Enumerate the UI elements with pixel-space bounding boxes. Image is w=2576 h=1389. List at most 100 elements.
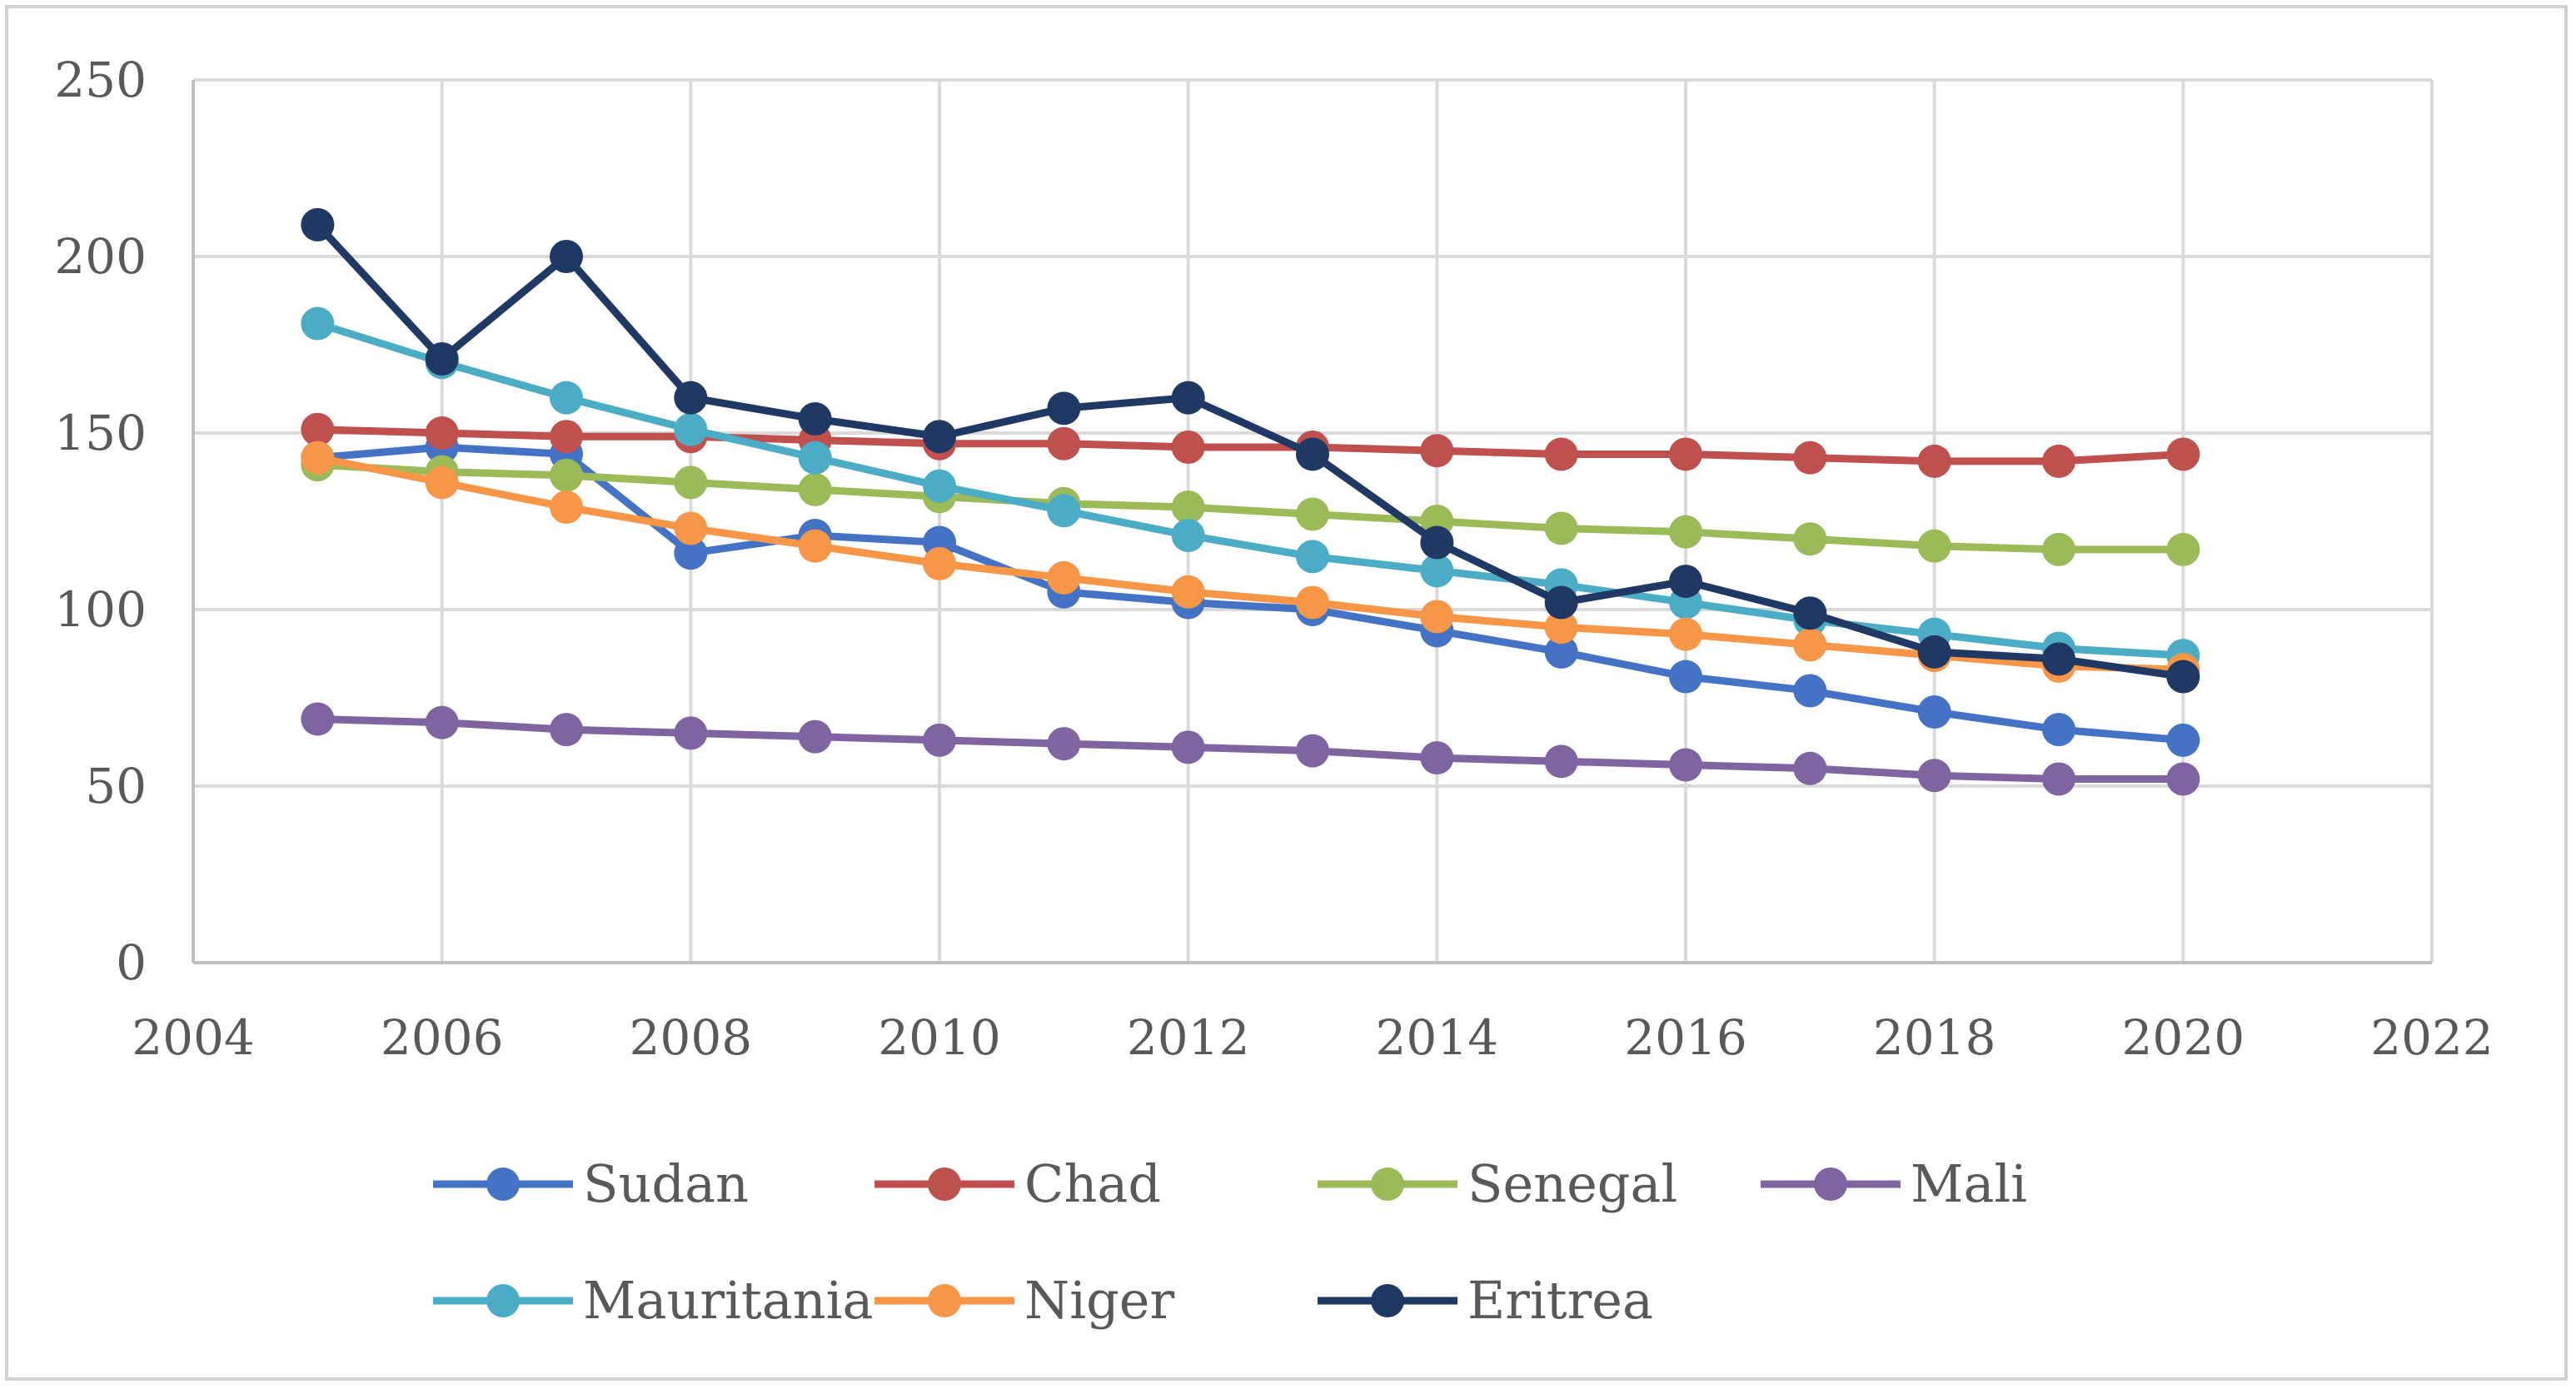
series-line-eritrea <box>313 221 2187 681</box>
data-point-eritrea <box>301 207 335 241</box>
legend-item-senegal: Senegal <box>1318 1153 1677 1214</box>
x-tick-label: 2012 <box>1127 1009 1250 1066</box>
legend-label-eritrea: Eritrea <box>1467 1270 1653 1331</box>
series-line-niger <box>313 454 2187 674</box>
data-point-mali <box>425 705 459 739</box>
data-point-sudan <box>1544 635 1578 669</box>
data-point-mali <box>1047 727 1081 761</box>
legend-item-eritrea: Eritrea <box>1318 1270 1653 1331</box>
data-point-chad <box>301 412 335 446</box>
data-point-senegal <box>1669 515 1702 549</box>
data-point-niger <box>1296 585 1329 620</box>
legend-marker-niger <box>928 1284 961 1317</box>
data-point-chad <box>1420 434 1454 468</box>
data-point-eritrea <box>425 341 459 376</box>
legend-item-mali: Mali <box>1761 1153 2027 1214</box>
series-layer <box>301 207 2200 796</box>
data-point-sudan <box>2042 713 2075 747</box>
data-point-mali <box>550 713 583 747</box>
series-mauritania <box>301 306 2200 673</box>
data-point-mali <box>1793 751 1827 785</box>
chart-frame: 0 50 100 150 200 250 2004 2006 2008 2010 2012 2014 2… <box>5 5 2568 1381</box>
data-point-senegal <box>1171 490 1205 525</box>
data-point-mauritania <box>798 441 832 475</box>
data-point-eritrea <box>923 420 956 454</box>
data-point-chad <box>2166 437 2200 471</box>
series-line-senegal <box>313 461 2187 554</box>
data-point-eritrea <box>1669 565 1702 599</box>
data-point-mali <box>1296 734 1329 768</box>
data-point-senegal <box>550 458 583 492</box>
data-point-eritrea <box>1171 381 1205 415</box>
data-point-chad <box>550 420 583 454</box>
legend-marker-mali <box>1814 1167 1847 1201</box>
data-point-mali <box>1544 744 1578 779</box>
data-point-mali <box>1171 730 1205 764</box>
data-point-eritrea <box>550 240 583 273</box>
data-point-sudan <box>1917 694 1951 729</box>
data-point-senegal <box>1544 511 1578 545</box>
data-point-chad <box>1171 430 1205 464</box>
data-point-chad <box>2042 444 2075 478</box>
y-tick-label: 0 <box>116 934 147 991</box>
legend-marker-chad <box>928 1167 961 1201</box>
data-point-mauritania <box>1296 540 1329 574</box>
data-point-niger <box>1793 628 1827 662</box>
data-point-mali <box>2042 762 2075 796</box>
legend-label-sudan: Sudan <box>583 1153 749 1214</box>
legend-marker-eritrea <box>1371 1284 1404 1317</box>
data-point-mali <box>1420 741 1454 775</box>
data-point-eritrea <box>1544 585 1578 620</box>
x-tick-label: 2018 <box>1873 1009 1996 1066</box>
data-point-niger <box>923 546 956 580</box>
data-point-mali <box>1669 748 1702 782</box>
data-point-senegal <box>1793 522 1827 556</box>
data-point-sudan <box>1793 674 1827 708</box>
x-tick-label: 2022 <box>2370 1009 2494 1066</box>
data-point-eritrea <box>1296 437 1329 471</box>
data-point-senegal <box>2166 532 2200 566</box>
data-point-chad <box>1669 437 1702 471</box>
data-point-sudan <box>2166 723 2200 757</box>
legend-item-chad: Chad <box>874 1153 1161 1214</box>
data-point-mali <box>923 723 956 757</box>
data-point-eritrea <box>1793 596 1827 630</box>
data-point-niger <box>674 511 708 545</box>
x-tick-label: 2004 <box>132 1009 255 1066</box>
data-point-niger <box>301 441 335 475</box>
axes: 0 50 100 150 200 250 2004 2006 2008 2010 2012 2014 2… <box>54 52 2494 1066</box>
series-line-mali <box>313 714 2187 784</box>
data-point-sudan <box>674 536 708 570</box>
data-point-niger <box>798 529 832 563</box>
data-point-mali <box>674 716 708 750</box>
legend-item-niger: Niger <box>874 1270 1174 1331</box>
legend: Sudan Chad Senegal Mali Mauritania Niger Eritr… <box>433 1153 2027 1331</box>
series-eritrea <box>301 207 2200 694</box>
legend-label-senegal: Senegal <box>1467 1153 1677 1214</box>
data-point-senegal <box>674 465 708 500</box>
data-point-senegal <box>1296 497 1329 531</box>
data-point-mauritania <box>1047 494 1081 528</box>
data-point-mauritania <box>1420 554 1454 588</box>
y-tick-label: 150 <box>54 405 147 461</box>
legend-marker-senegal <box>1371 1167 1404 1201</box>
data-point-chad <box>1793 441 1827 475</box>
data-point-sudan <box>1669 660 1702 694</box>
legend-item-sudan: Sudan <box>433 1153 749 1214</box>
y-tick-label: 250 <box>54 52 147 108</box>
x-tick-label: 2014 <box>1376 1009 1499 1066</box>
series-line-mauritania <box>313 320 2187 660</box>
data-point-senegal <box>1917 529 1951 563</box>
data-point-eritrea <box>2042 642 2075 676</box>
x-tick-label: 2008 <box>630 1009 753 1066</box>
data-point-mauritania <box>923 469 956 503</box>
x-tick-label: 2010 <box>878 1009 1001 1066</box>
data-point-niger <box>1420 600 1454 634</box>
legend-label-mali: Mali <box>1911 1153 2027 1214</box>
data-point-mali <box>301 702 335 736</box>
data-point-mali <box>798 719 832 754</box>
data-point-eritrea <box>2166 660 2200 694</box>
data-point-eritrea <box>798 402 832 436</box>
legend-label-mauritania: Mauritania <box>583 1270 873 1331</box>
data-point-eritrea <box>674 381 708 415</box>
